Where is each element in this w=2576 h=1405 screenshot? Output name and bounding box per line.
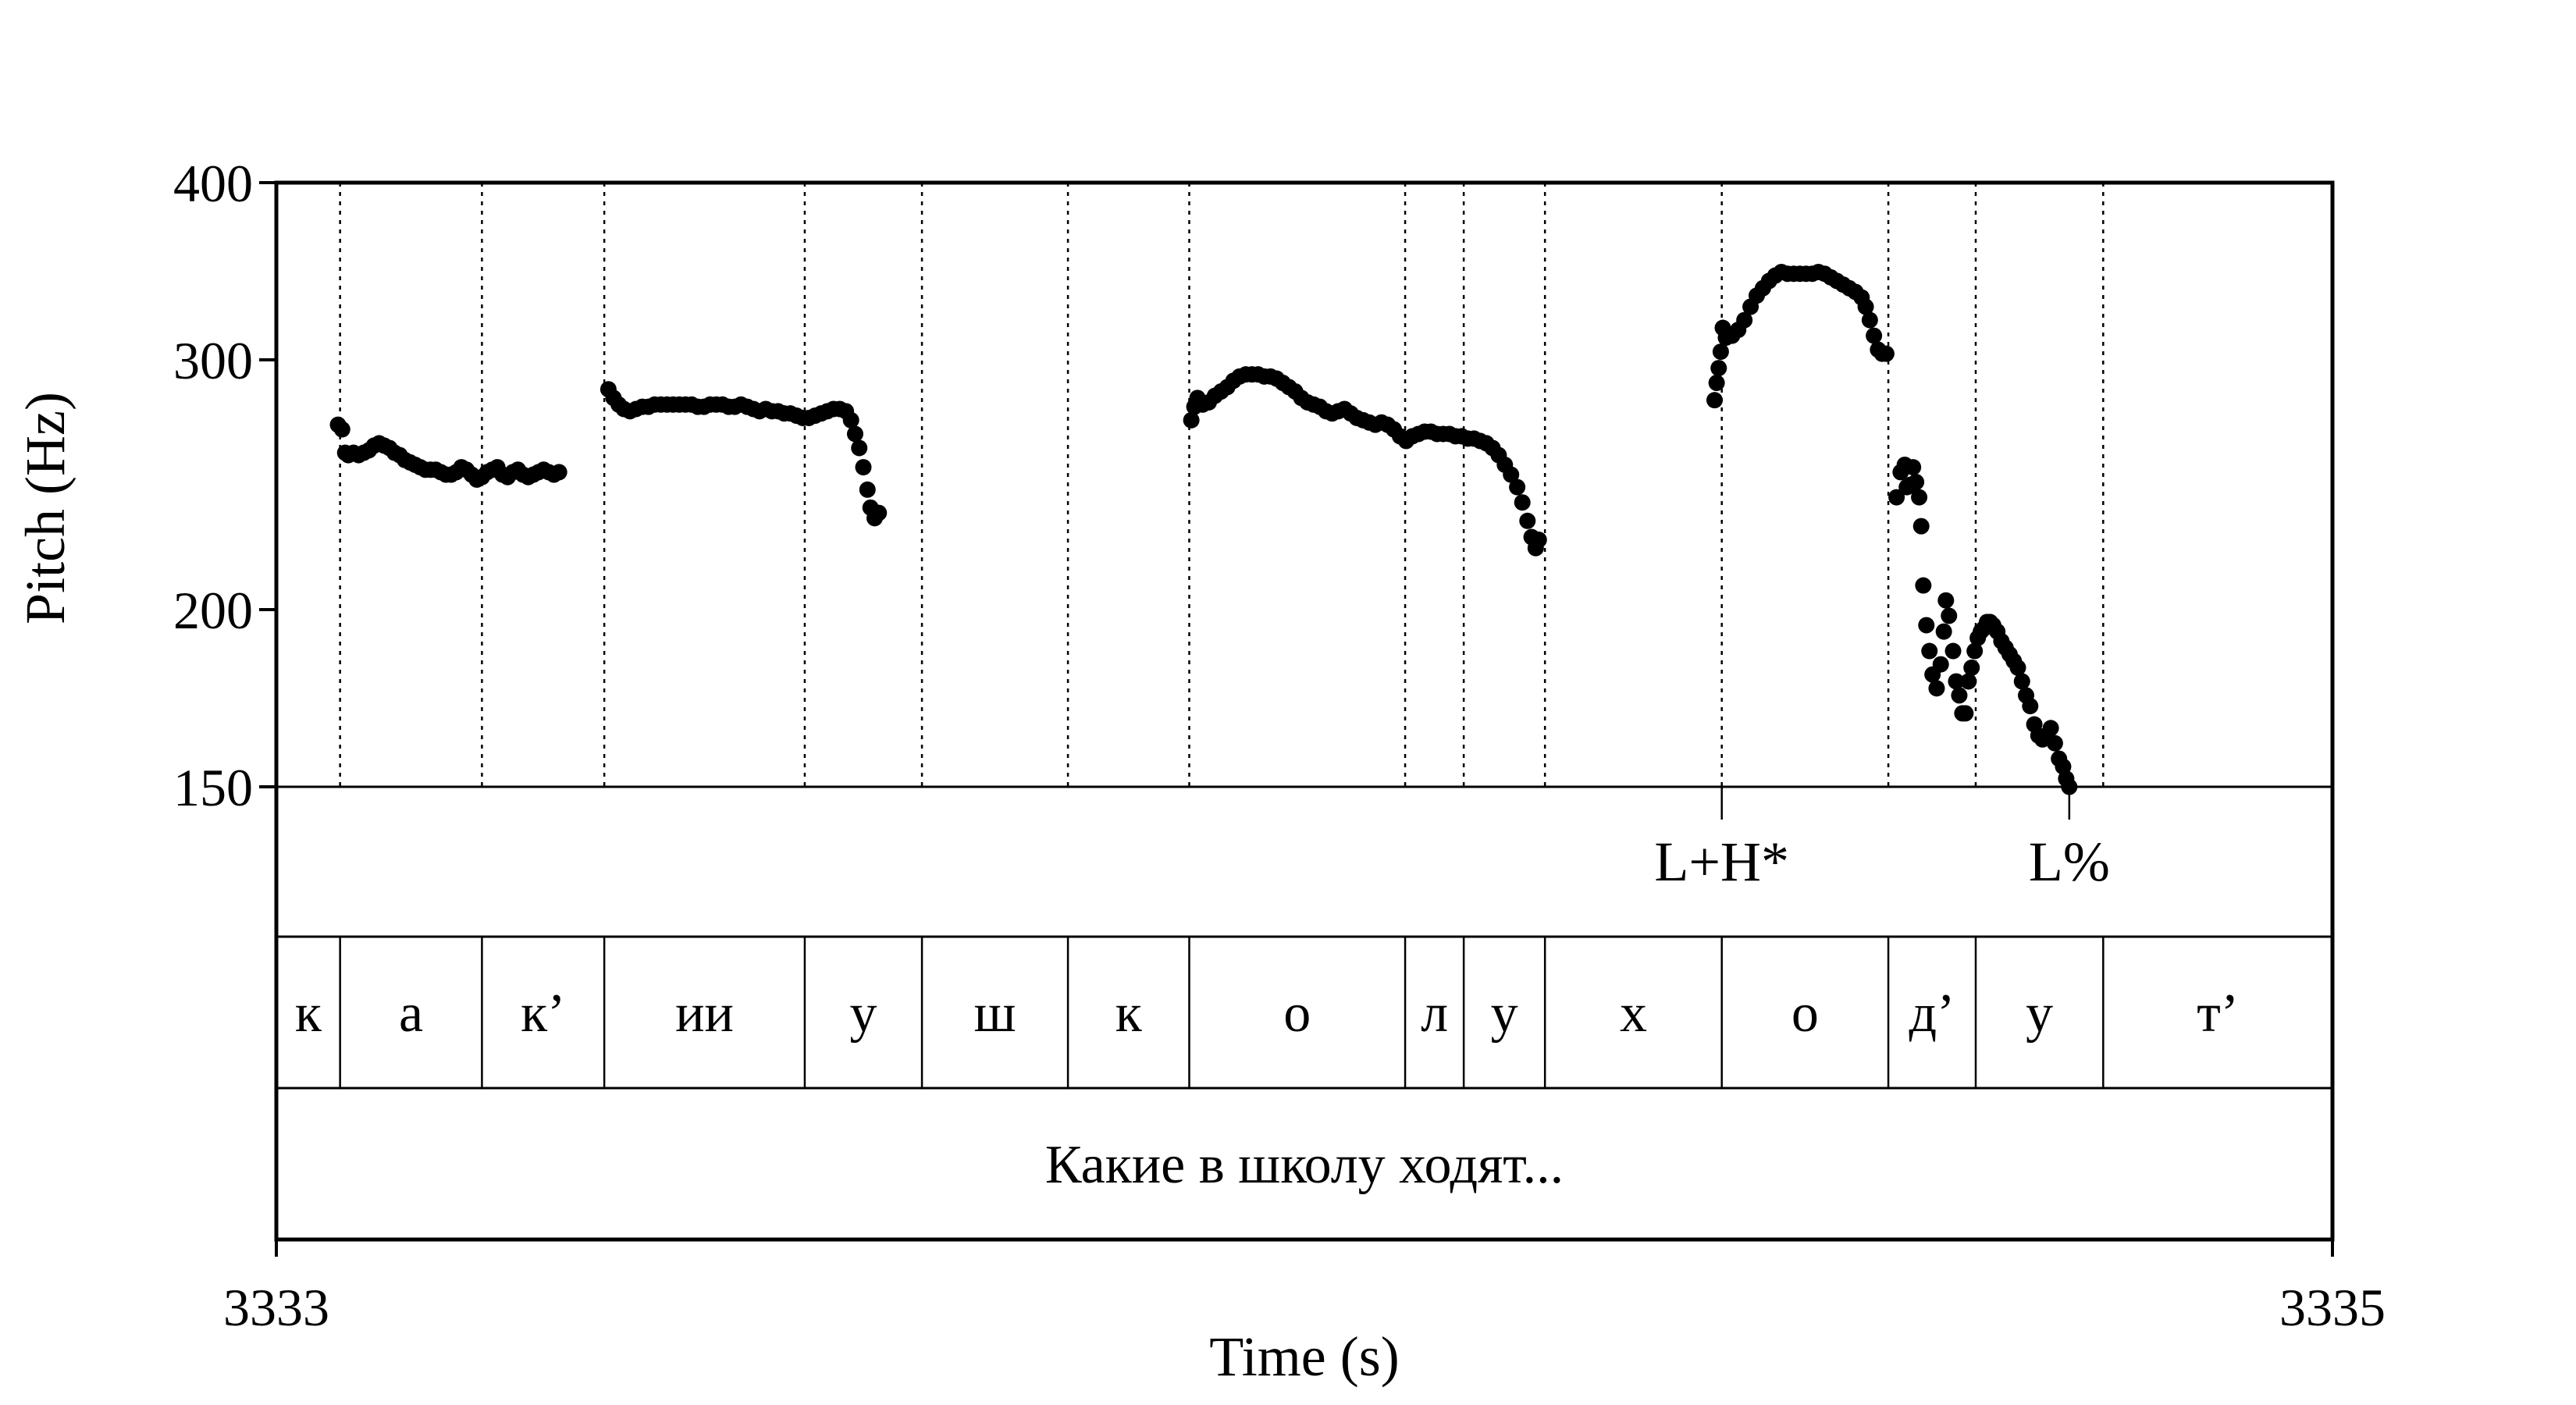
y-axis-title: Pitch (Hz) (14, 392, 76, 624)
segment-label: ш (974, 984, 1016, 1044)
pitch-point (1957, 705, 1974, 722)
segment-label: т’ (2197, 984, 2239, 1044)
boundary-guides (339, 183, 2105, 787)
pitch-point (1888, 489, 1905, 506)
pitch-point (1921, 642, 1938, 660)
pitch-point (1963, 659, 1980, 676)
utterance-label: Какие в школу ходят... (1045, 1135, 1564, 1195)
pitch-point (1935, 623, 1952, 640)
pitch-point (1937, 592, 1955, 609)
pitch-point (1503, 466, 1520, 483)
tone-label: L% (2029, 831, 2110, 893)
pitch-point (1706, 392, 1723, 409)
segment-label: о (1283, 984, 1311, 1044)
pitch-point (859, 481, 876, 498)
pitch-point (2013, 673, 2030, 690)
pitch-point (1960, 673, 1977, 690)
pitch-point (1912, 518, 1930, 535)
pitch-point (1915, 577, 1932, 594)
pitch-point (1877, 345, 1895, 362)
pitch-point (1951, 687, 1968, 704)
segment-label: ии (675, 984, 734, 1044)
pitch-point (1948, 673, 1965, 690)
segment-label: д’ (1909, 984, 1955, 1044)
pitch-point (1866, 327, 1883, 344)
pitch-point (1736, 311, 1753, 329)
pitch-point (1519, 512, 1536, 529)
pitch-point (1918, 617, 1935, 634)
pitch-point (1911, 489, 1928, 506)
y-tick-label: 150 (173, 758, 253, 817)
y-tick-label: 200 (173, 581, 253, 640)
pitch-point (846, 425, 863, 443)
pitch-point (1708, 374, 1725, 391)
x-tick-label: 3335 (2279, 1278, 2386, 1337)
axes: 400 300 200 150 3333 3335 Time (s) Pitch (Hz) (14, 154, 2386, 1388)
pitch-point (870, 504, 888, 521)
x-tick-label: 3333 (223, 1278, 329, 1337)
x-axis-title: Time (s) (1209, 1325, 1399, 1388)
pitch-point (1905, 459, 1922, 476)
pitch-point (1509, 478, 1526, 496)
segment-label: о (1791, 984, 1819, 1044)
pitch-point (1712, 343, 1729, 361)
pitch-point (1941, 607, 1958, 624)
pitch-point (1710, 360, 1727, 377)
pitch-point (1944, 642, 1962, 660)
pitch-point (1530, 532, 1547, 549)
pitch-point (855, 459, 872, 476)
segment-label: л (1421, 984, 1448, 1044)
pitch-point (1932, 656, 1949, 673)
pitch-point (1908, 474, 1925, 491)
pitch-point (333, 421, 350, 438)
pitch-point (1514, 494, 1531, 511)
pitch-point (2046, 735, 2063, 752)
pitch-point (2022, 698, 2039, 715)
pitch-point (851, 439, 868, 457)
pitch-point (1857, 298, 1874, 315)
segment-label: а (399, 984, 423, 1044)
plot-frame (274, 180, 2335, 1242)
pitch-point (842, 411, 859, 429)
pitch-point (1928, 680, 1945, 697)
y-tick-label: 400 (173, 154, 253, 213)
segment-label: к’ (521, 984, 565, 1044)
pitch-point (2042, 720, 2059, 737)
segment-label: к (1115, 984, 1143, 1044)
pitch-point (1861, 311, 1878, 329)
segment-label: к (295, 984, 322, 1044)
y-tick-label: 300 (173, 331, 253, 390)
pitch-point (1966, 642, 1984, 660)
pitch-point (1183, 411, 1200, 429)
pitch-point (2009, 659, 2026, 676)
segment-label: у (850, 984, 877, 1044)
segment-label: х (1620, 984, 1647, 1044)
pitch-point (550, 464, 568, 481)
pitch-points (329, 263, 2078, 795)
annotation-tiers: L+H* L%к а к’ ии у ш к о л у х о д’ у т’Какие в школу х… (276, 785, 2332, 1195)
tone-label: L+H* (1654, 831, 1789, 893)
segment-label: у (1491, 984, 1518, 1044)
segment-label: у (2026, 984, 2053, 1044)
